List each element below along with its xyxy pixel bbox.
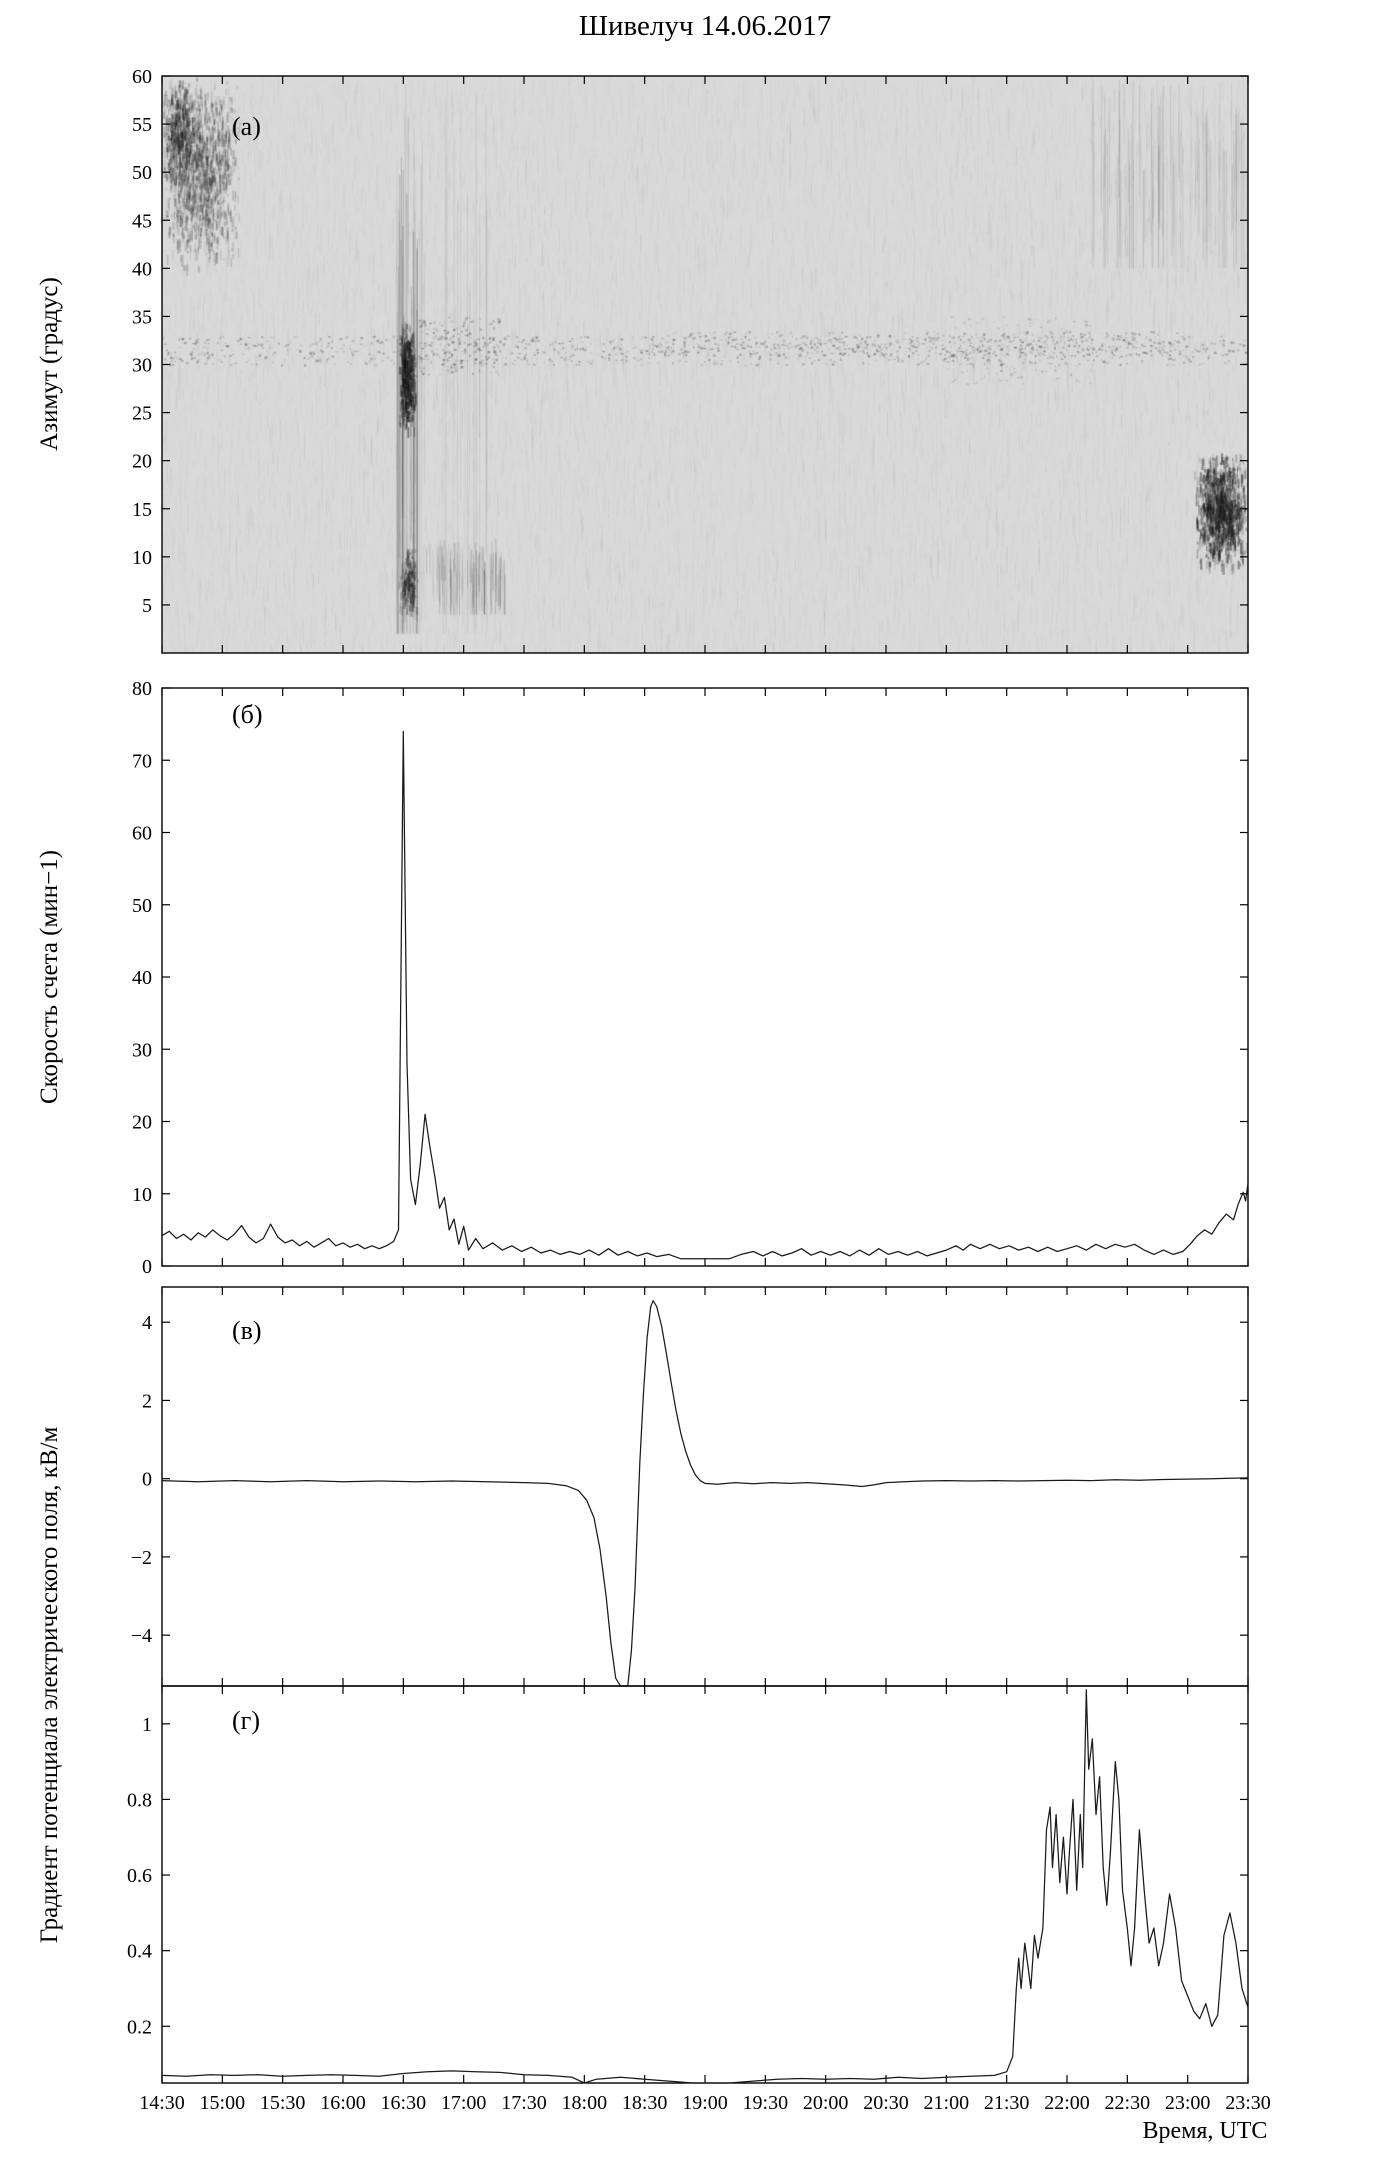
svg-text:35: 35 [132, 306, 152, 328]
svg-text:20: 20 [132, 1112, 152, 1134]
svg-text:40: 40 [132, 258, 152, 280]
ylabel-potential-gradient: Градиент потенциала электрического поля,… [36, 1426, 63, 1944]
svg-text:19:30: 19:30 [743, 2092, 789, 2114]
svg-text:10: 10 [132, 547, 152, 569]
svg-text:22:30: 22:30 [1105, 2092, 1151, 2114]
svg-text:55: 55 [132, 114, 152, 136]
svg-text:4: 4 [142, 1312, 152, 1334]
svg-text:17:00: 17:00 [441, 2092, 487, 2114]
svg-text:0.4: 0.4 [127, 1941, 152, 1963]
svg-text:5: 5 [142, 595, 152, 617]
svg-text:50: 50 [132, 895, 152, 917]
svg-text:0.2: 0.2 [127, 2016, 152, 2038]
svg-text:23:30: 23:30 [1225, 2092, 1271, 2114]
svg-text:21:30: 21:30 [984, 2092, 1030, 2114]
svg-text:18:00: 18:00 [562, 2092, 608, 2114]
ylabel-count-rate: Скорость счета (мин−1) [36, 849, 63, 1105]
svg-text:18:30: 18:30 [622, 2092, 668, 2114]
svg-text:16:00: 16:00 [320, 2092, 366, 2114]
svg-text:16:30: 16:30 [381, 2092, 427, 2114]
xlabel-time-utc: Время, UTC [1142, 2118, 1268, 2144]
svg-text:2: 2 [142, 1390, 152, 1412]
panel-letter-d: (г) [232, 1706, 260, 1735]
svg-text:80: 80 [132, 678, 152, 700]
svg-text:70: 70 [132, 750, 152, 772]
svg-text:60: 60 [132, 66, 152, 88]
svg-text:50: 50 [132, 162, 152, 184]
svg-text:45: 45 [132, 210, 152, 232]
svg-text:−4: −4 [131, 1625, 152, 1647]
svg-text:15:30: 15:30 [260, 2092, 306, 2114]
svg-text:17:30: 17:30 [501, 2092, 547, 2114]
svg-text:30: 30 [132, 1039, 152, 1061]
svg-text:40: 40 [132, 967, 152, 989]
svg-text:22:00: 22:00 [1044, 2092, 1090, 2114]
svg-text:−2: −2 [131, 1547, 152, 1569]
panel-letter-b: (б) [232, 700, 263, 729]
page-title: Шивелуч 14.06.2017 [578, 10, 832, 42]
svg-text:25: 25 [132, 403, 152, 425]
svg-text:19:00: 19:00 [682, 2092, 728, 2114]
svg-text:23:00: 23:00 [1165, 2092, 1211, 2114]
svg-text:60: 60 [132, 823, 152, 845]
ylabel-azimuth: Азимут (градус) [36, 277, 63, 451]
svg-text:20:00: 20:00 [803, 2092, 849, 2114]
svg-text:21:00: 21:00 [924, 2092, 970, 2114]
svg-text:0.8: 0.8 [127, 1789, 152, 1811]
svg-text:30: 30 [132, 355, 152, 377]
svg-text:0: 0 [142, 1469, 152, 1491]
svg-text:10: 10 [132, 1184, 152, 1206]
svg-text:1: 1 [142, 1714, 152, 1736]
svg-text:0.6: 0.6 [127, 1865, 152, 1887]
panel-letter-c: (в) [232, 1316, 262, 1345]
svg-text:14:30: 14:30 [139, 2092, 185, 2114]
svg-text:20: 20 [132, 451, 152, 473]
svg-text:15:00: 15:00 [200, 2092, 246, 2114]
azimuth-time-heatmap [162, 76, 1248, 653]
svg-text:0: 0 [142, 1256, 152, 1278]
svg-text:20:30: 20:30 [863, 2092, 909, 2114]
svg-text:15: 15 [132, 499, 152, 521]
panel-letter-a: (а) [232, 112, 261, 141]
